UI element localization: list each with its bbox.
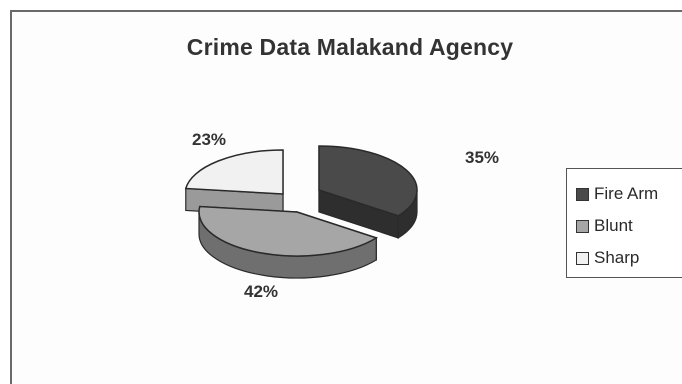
- legend-swatch-blunt: [576, 219, 589, 233]
- legend-swatch-sharp: [576, 251, 589, 265]
- legend-item-fire-arm: Fire Arm: [576, 178, 682, 210]
- legend-item-sharp: Sharp: [576, 242, 682, 274]
- legend-label-sharp: Sharp: [594, 248, 640, 267]
- data-label-fire-arm: 35%: [465, 148, 499, 167]
- pie-slice-sharp: [184, 149, 284, 195]
- data-label-blunt: 42%: [244, 282, 278, 301]
- pie-slice-blunt: [198, 205, 379, 257]
- chart-legend: Fire Arm Blunt Sharp: [566, 168, 682, 278]
- data-label-sharp: 23%: [192, 130, 226, 149]
- pie-slice-fire-arm: [318, 145, 418, 217]
- legend-label-blunt: Blunt: [594, 216, 633, 235]
- chart-title: Crime Data Malakand Agency: [186, 34, 514, 60]
- legend-item-blunt: Blunt: [576, 210, 682, 242]
- pie-labels-layer: 35% 42% 23%: [192, 130, 499, 301]
- pie-tops-layer: [184, 145, 418, 257]
- legend-label-fire-arm: Fire Arm: [594, 184, 659, 203]
- legend-swatch-fire-arm: [576, 187, 589, 201]
